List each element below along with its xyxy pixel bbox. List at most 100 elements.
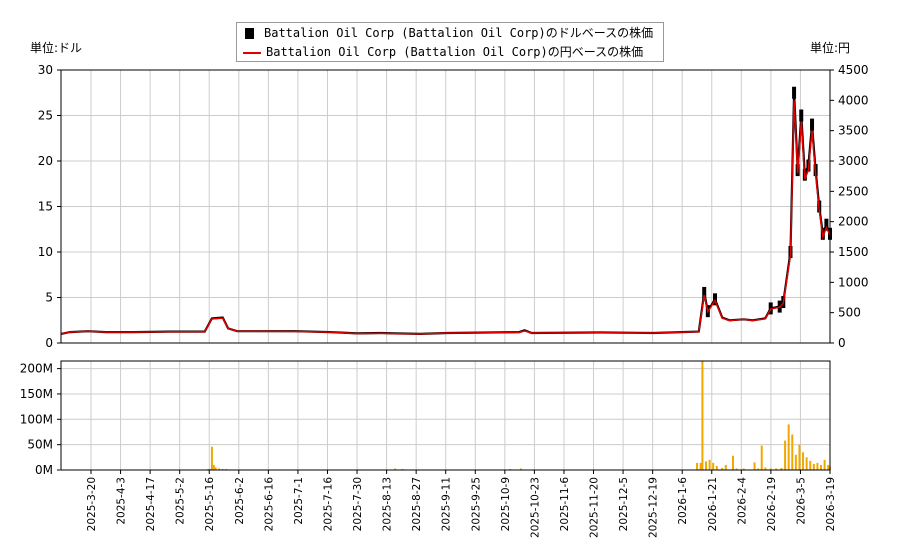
volume-bar [802, 452, 805, 470]
legend-usd: Battalion Oil Corp (Battalion Oil Corp)の… [243, 24, 653, 42]
volume-bar [225, 468, 228, 470]
volume-bar [805, 457, 808, 470]
y-right-tick-label: 500 [838, 306, 861, 320]
volume-bar [735, 468, 738, 470]
x-tick-label: 2025-7-1 [293, 477, 305, 525]
x-tick-label: 2026-2-19 [766, 477, 778, 531]
jpy-swatch-icon [243, 51, 261, 54]
volume-y-tick-label: 100M [20, 412, 53, 426]
price-frame [60, 69, 831, 344]
y-right-tick-label: 4000 [838, 93, 869, 107]
x-tick-label: 2025-11-20 [589, 477, 601, 538]
usd-candle [702, 286, 707, 299]
usd-candle [810, 118, 815, 131]
x-tick-label: 2025-11-6 [559, 477, 571, 532]
x-tick-label: 2025-8-27 [411, 477, 423, 531]
volume-bar [794, 454, 797, 470]
y-right-tick-label: 2000 [838, 215, 869, 229]
y-right-tick-label: 1500 [838, 245, 869, 259]
y-right-tick-label: 3000 [838, 154, 869, 168]
x-tick-label: 2025-6-16 [263, 477, 275, 532]
volume-bar [816, 462, 819, 470]
legend-jpy-label: Battalion Oil Corp (Battalion Oil Corp)の… [266, 45, 644, 59]
x-tick-label: 2025-12-5 [618, 477, 630, 531]
volume-y-tick-label: 50M [27, 438, 53, 452]
volume-bar [214, 467, 217, 470]
volume-y-tick-label: 150M [20, 387, 53, 401]
volume-bar [721, 467, 724, 470]
usd-candle [792, 86, 797, 99]
x-tick-label: 2025-8-13 [382, 477, 394, 531]
x-tick-label: 2025-9-25 [470, 477, 482, 531]
volume-y-tick-label: 200M [20, 362, 53, 376]
volume-bar [701, 361, 704, 470]
volume-bar [809, 460, 812, 470]
volume-bar [221, 468, 224, 470]
volume-bar [705, 461, 708, 470]
x-tick-label: 2026-2-4 [736, 477, 748, 525]
volume-bar [757, 468, 760, 470]
volume-bar [742, 468, 745, 470]
volume-frame [60, 360, 831, 471]
y-left-tick-label: 20 [38, 154, 53, 168]
volume-bar [519, 468, 522, 470]
volume-bar [820, 464, 823, 470]
x-tick-label: 2026-3-5 [795, 477, 807, 525]
volume-bar [791, 434, 794, 470]
volume-bar [724, 464, 727, 470]
x-tick-label: 2025-10-9 [500, 477, 512, 531]
x-tick-label: 2025-4-17 [145, 477, 157, 531]
usd-swatch-icon [245, 28, 254, 39]
volume-bar [207, 468, 210, 470]
usd-candle [824, 218, 829, 231]
volume-bar [780, 467, 783, 470]
volume-y-tick-label: 0M [35, 463, 53, 477]
volume-bar [509, 468, 512, 470]
x-tick-label: 2025-10-23 [529, 477, 541, 538]
volume-bar [708, 459, 711, 470]
x-tick-label: 2025-7-16 [322, 477, 334, 532]
y-left-tick-label: 30 [38, 63, 53, 77]
volume-bar [784, 440, 787, 470]
legend: Battalion Oil Corp (Battalion Oil Corp)の… [236, 22, 664, 62]
x-tick-label: 2026-1-21 [707, 477, 719, 531]
y-right-tick-label: 2500 [838, 184, 869, 198]
legend-jpy: Battalion Oil Corp (Battalion Oil Corp)の… [243, 43, 643, 61]
volume-bar [760, 445, 763, 470]
x-tick-label: 2025-5-16 [204, 477, 216, 532]
x-tick-label: 2026-3-19 [825, 477, 837, 531]
volume-bar [823, 459, 826, 470]
x-tick-label: 2025-6-2 [234, 477, 246, 525]
volume-bar [775, 468, 778, 470]
x-tick-label: 2025-5-2 [175, 477, 187, 525]
y-left-tick-label: 5 [45, 291, 53, 305]
volume-bar [787, 424, 790, 470]
volume-bar [731, 455, 734, 470]
volume-bar [696, 462, 699, 470]
y-left-tick-label: 0 [45, 336, 53, 350]
volume-bar [769, 468, 772, 470]
x-tick-label: 2025-7-30 [352, 477, 364, 531]
y-right-tick-label: 3500 [838, 124, 869, 138]
y-right-tick-label: 0 [838, 336, 846, 350]
legend-usd-label: Battalion Oil Corp (Battalion Oil Corp)の… [264, 26, 654, 40]
x-tick-label: 2025-3-20 [86, 477, 98, 531]
y-right-tick-label: 4500 [838, 63, 869, 77]
volume-bar [753, 462, 756, 470]
right-unit-label: 単位:円 [810, 41, 851, 55]
y-left-tick-label: 10 [38, 245, 53, 259]
x-tick-label: 2026-1-6 [677, 477, 689, 525]
volume-bar [209, 468, 212, 470]
volume-bar [401, 468, 404, 470]
y-left-tick-label: 25 [38, 109, 53, 123]
volume-panel: 2025-3-20 2025-4-3 2025-4-17 2025-5-2 2025-5… [20, 360, 837, 538]
x-tick-label: 2025-4-3 [116, 477, 128, 525]
price-panel: 0 5 10 15 20 25 30 0 500 1000 1500 2000 2500 3000 3500… [38, 63, 869, 350]
volume-bar [798, 444, 801, 470]
volume-bar [394, 468, 397, 470]
volume-bar [712, 462, 715, 470]
volume-bar [218, 468, 221, 470]
x-tick-label: 2025-12-19 [648, 477, 660, 538]
usd-candle [799, 109, 804, 122]
